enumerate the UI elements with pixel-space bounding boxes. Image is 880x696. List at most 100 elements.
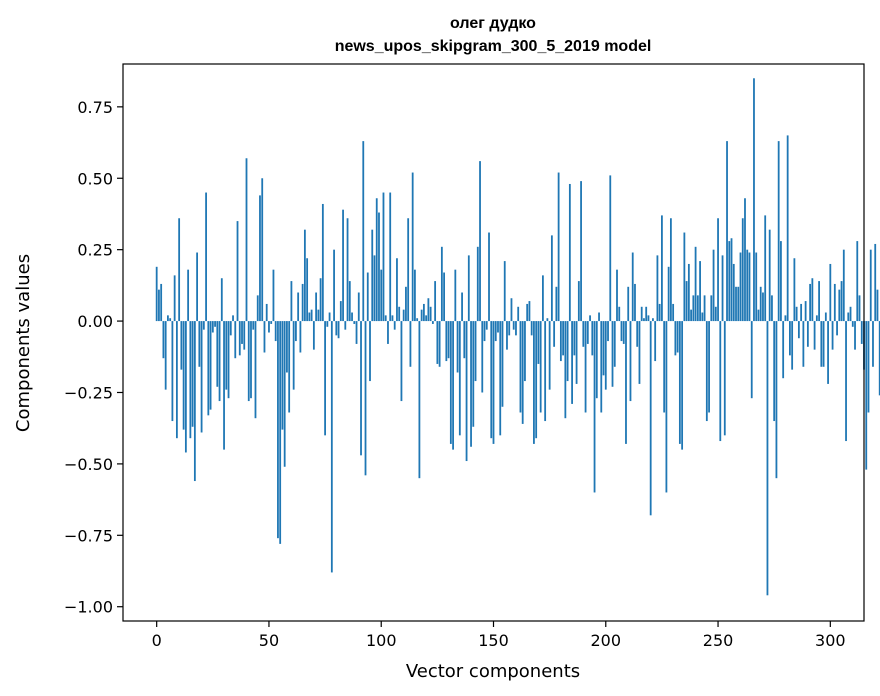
bar: [227, 321, 230, 399]
bar: [533, 321, 535, 444]
bar: [288, 321, 291, 413]
bar: [699, 261, 701, 322]
bar: [762, 292, 764, 322]
bar: [387, 321, 389, 344]
bar: [815, 315, 818, 322]
bar: [353, 321, 356, 324]
bar: [780, 241, 782, 322]
bar: [571, 321, 573, 404]
bar: [737, 286, 740, 322]
bar: [735, 286, 737, 322]
bar: [640, 306, 643, 322]
bar: [180, 321, 183, 370]
bar: [607, 321, 609, 342]
bar: [391, 315, 394, 322]
bar: [782, 321, 785, 379]
x-tick-label: 250: [703, 631, 734, 650]
bar: [526, 303, 529, 322]
bar: [575, 321, 578, 384]
bar: [721, 255, 724, 322]
bar: [449, 321, 452, 444]
bar: [187, 269, 190, 322]
bar: [806, 321, 809, 347]
bar: [789, 321, 791, 356]
bar: [438, 321, 441, 367]
bar: [829, 263, 832, 322]
bar: [732, 263, 735, 322]
bar: [241, 321, 243, 344]
bar: [869, 249, 872, 322]
bar: [279, 321, 282, 544]
bar: [809, 283, 812, 322]
bar: [759, 286, 762, 322]
bar: [283, 321, 286, 467]
bar: [171, 321, 174, 422]
bar: [369, 321, 371, 382]
chart-title-line2: news_upos_skipgram_300_5_2019 model: [335, 38, 652, 55]
bar: [216, 321, 219, 387]
bar: [503, 261, 506, 322]
bar: [797, 321, 800, 339]
bar: [494, 321, 497, 342]
bar: [182, 321, 185, 430]
bar: [380, 269, 383, 322]
y-tick-label: −0.25: [64, 383, 113, 402]
bar: [647, 315, 650, 322]
bar: [678, 321, 681, 444]
bar: [530, 321, 533, 336]
bar: [582, 321, 585, 347]
bar: [333, 249, 335, 322]
bar: [295, 321, 297, 342]
bar: [777, 141, 780, 322]
bar: [730, 238, 733, 322]
bar: [178, 218, 181, 322]
bar: [528, 301, 531, 322]
bar: [726, 141, 728, 322]
bar: [306, 258, 309, 322]
bar: [162, 321, 165, 359]
bar: [867, 321, 870, 413]
bar: [465, 321, 468, 462]
bar: [824, 312, 827, 322]
bar: [364, 321, 367, 476]
bar: [849, 306, 852, 322]
bar: [710, 295, 713, 322]
bar: [669, 218, 672, 322]
bar: [593, 321, 596, 493]
bar: [627, 286, 630, 322]
bar: [625, 321, 627, 444]
bar: [746, 249, 749, 322]
bar: [409, 321, 412, 367]
bar: [811, 278, 814, 322]
bar: [232, 315, 234, 322]
bar: [292, 321, 295, 390]
bar: [360, 321, 362, 456]
bar: [827, 321, 829, 384]
bar: [542, 275, 544, 322]
bar: [405, 286, 407, 322]
bar: [515, 321, 517, 336]
bar: [488, 232, 490, 322]
bar: [389, 192, 392, 322]
bar: [712, 249, 715, 322]
bar: [562, 321, 565, 356]
bar: [618, 306, 621, 322]
bar: [634, 283, 636, 322]
bar: [268, 321, 270, 333]
bar: [717, 218, 719, 322]
bar: [744, 198, 746, 322]
bar: [317, 309, 320, 322]
bar: [629, 321, 632, 402]
x-tick-label: 150: [478, 631, 509, 650]
bar: [452, 321, 454, 450]
bar: [822, 321, 825, 367]
bar: [773, 321, 776, 422]
bar: [696, 295, 699, 322]
bar: [872, 321, 874, 367]
bar: [723, 321, 726, 436]
bar: [521, 321, 524, 424]
bar: [600, 321, 603, 413]
bar: [771, 295, 773, 322]
bar: [472, 321, 475, 427]
bar: [250, 321, 252, 399]
